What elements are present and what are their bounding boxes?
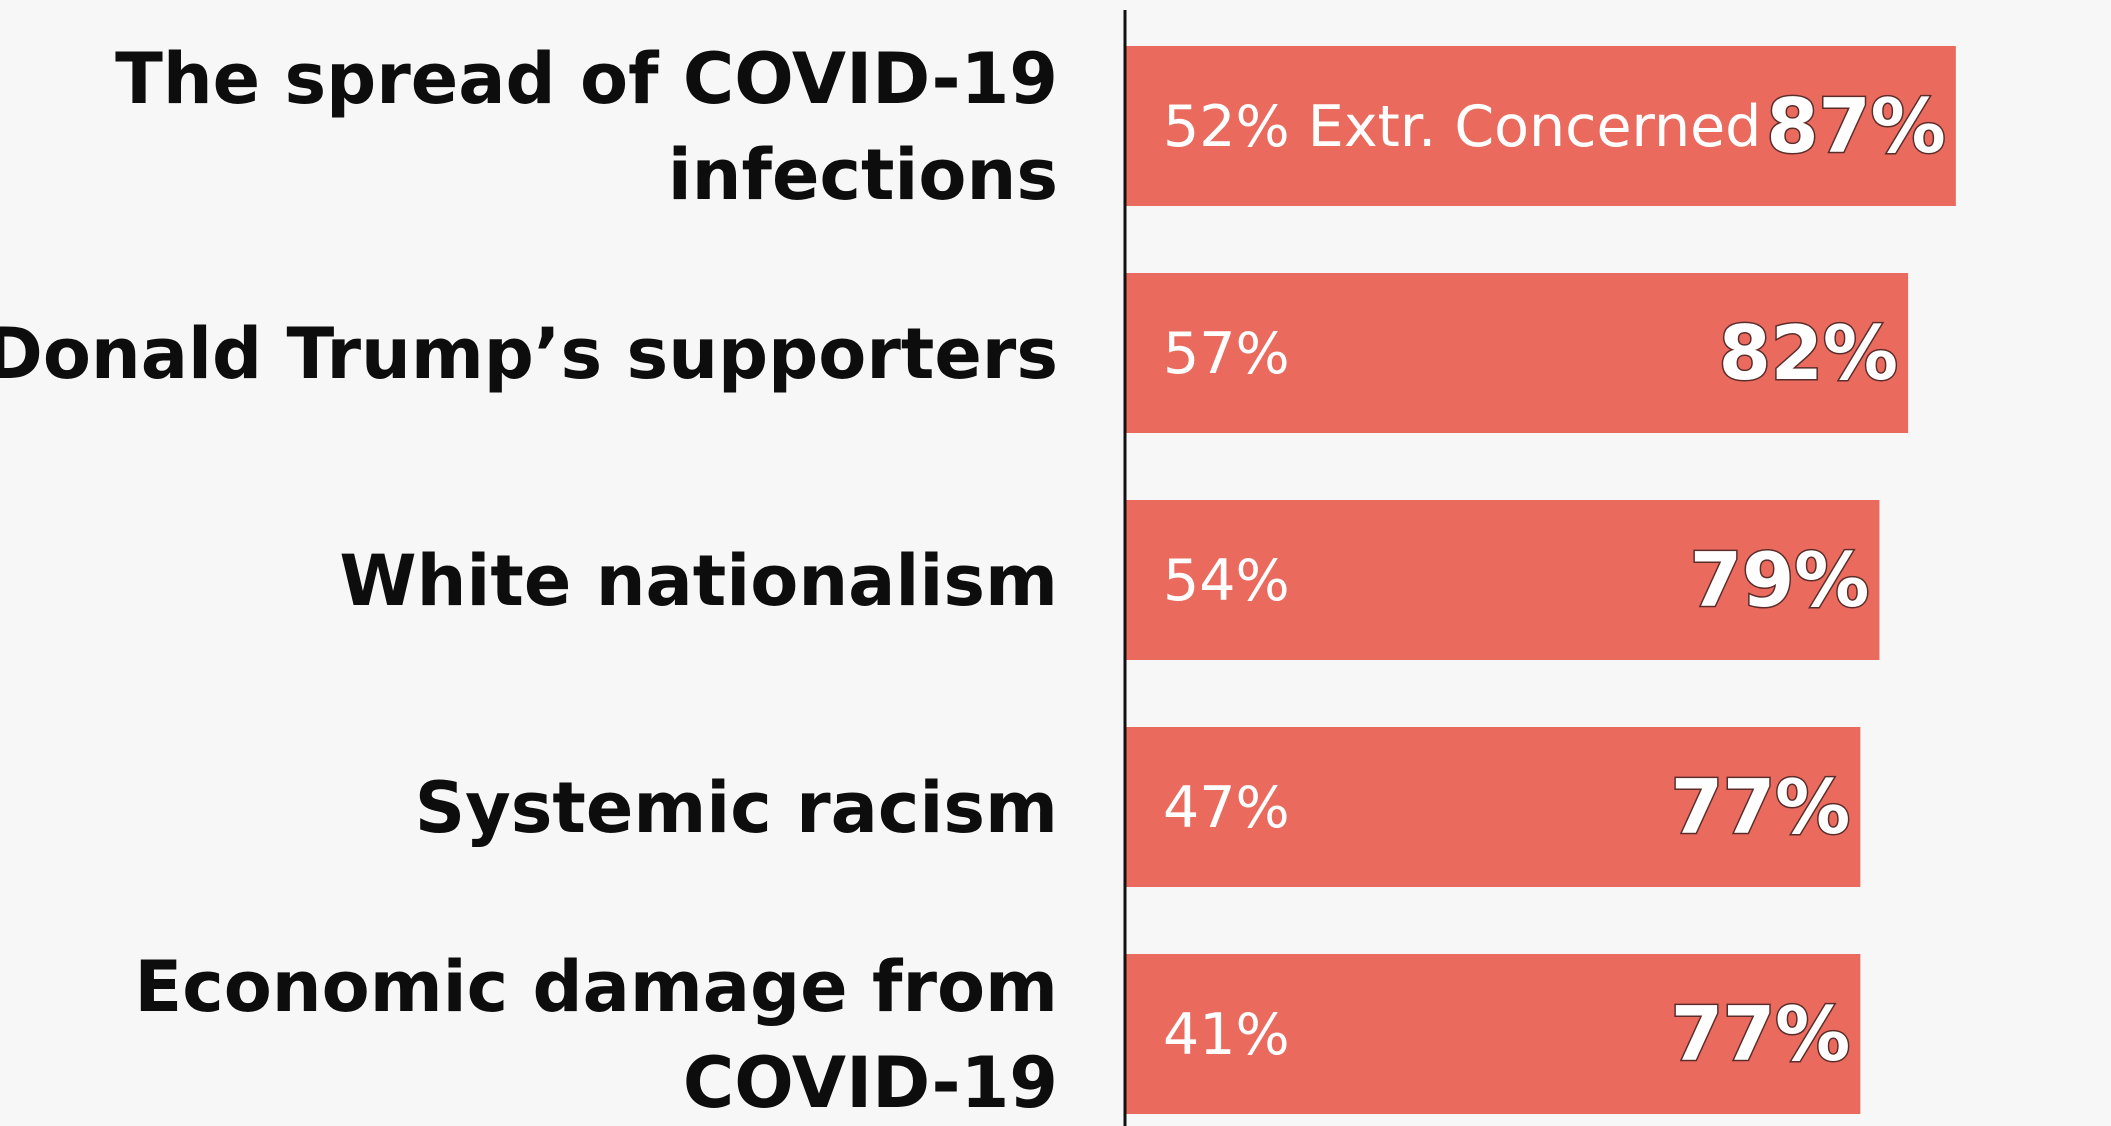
- extremely-concerned-label: 47%: [1163, 775, 1290, 841]
- total-value-label: 79%: [1690, 536, 1870, 624]
- category-label: Donald Trump’s supporters: [0, 313, 1058, 395]
- bars-layer: 52% Extr. Concerned 87% 57% 82% 54% 79% 47% 77%…: [1125, 46, 1956, 1114]
- category-label: Systemic racism: [415, 767, 1058, 849]
- extremely-concerned-label: 41%: [1163, 1002, 1290, 1068]
- total-value-label: 87%: [1766, 82, 1946, 170]
- total-value-label: 82%: [1719, 309, 1899, 397]
- bar: [1125, 46, 1956, 206]
- bar: [1125, 500, 1880, 660]
- extremely-concerned-label: 52% Extr. Concerned: [1163, 94, 1761, 160]
- category-label: COVID-19: [683, 1042, 1058, 1124]
- bar: [1125, 954, 1861, 1114]
- bar: [1125, 727, 1861, 887]
- total-value-label: 77%: [1671, 990, 1851, 1078]
- total-value-label: 77%: [1671, 763, 1851, 851]
- bar: [1125, 273, 1909, 433]
- category-label: Economic damage from: [134, 946, 1058, 1028]
- category-label: White nationalism: [339, 540, 1058, 622]
- extremely-concerned-label: 54%: [1163, 548, 1290, 614]
- category-label: The spread of COVID-19: [115, 38, 1058, 120]
- category-label: infections: [668, 134, 1058, 216]
- extremely-concerned-label: 57%: [1163, 321, 1290, 387]
- category-labels-layer: The spread of COVID-19 infections Donald T…: [0, 38, 1058, 1124]
